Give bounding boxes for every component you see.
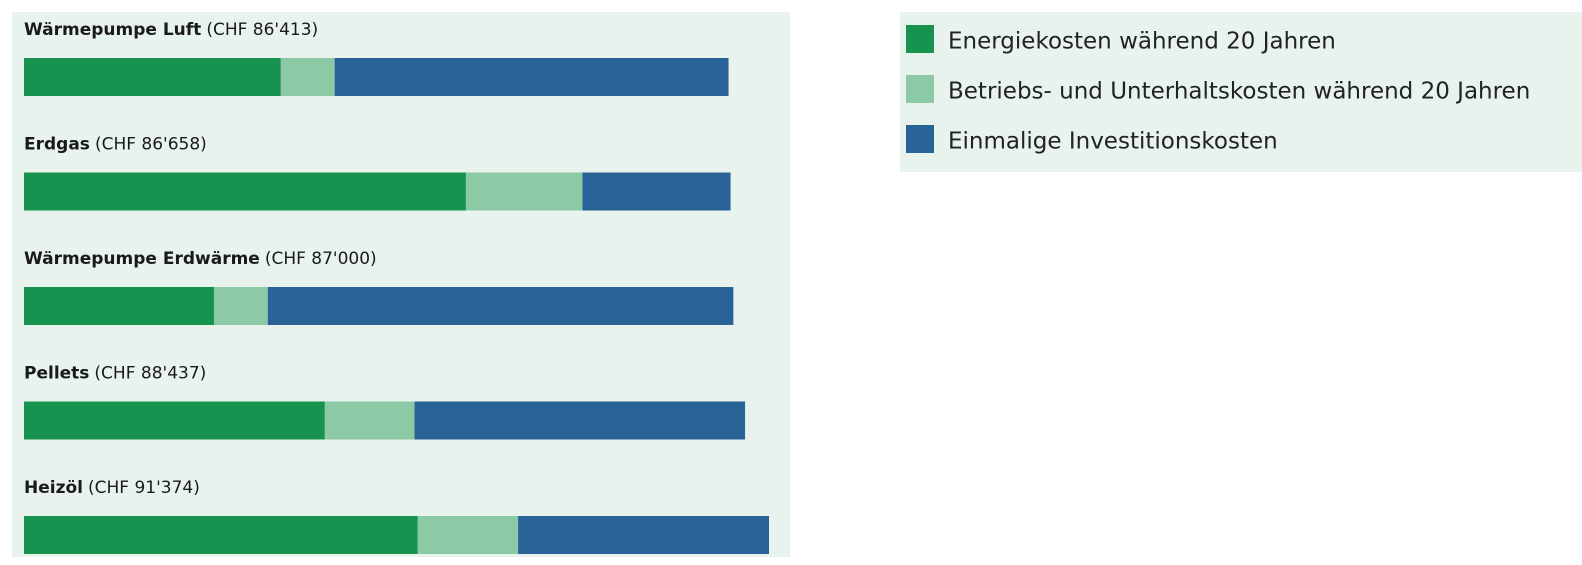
bar-segment	[518, 516, 769, 554]
legend-label: Energiekosten während 20 Jahren	[948, 29, 1336, 55]
bar-segment	[280, 58, 335, 96]
bar-segment	[324, 401, 415, 440]
category-name: Pellets	[24, 364, 89, 384]
bar-segment	[414, 401, 746, 440]
legend-panel	[900, 12, 1582, 172]
category-label: Heizöl (CHF 91'374)	[24, 478, 200, 498]
category-label: Wärmepumpe Erdwärme (CHF 87'000)	[24, 249, 377, 269]
bar-segment	[24, 287, 214, 325]
bar-segment	[24, 58, 281, 96]
category-name: Erdgas	[24, 135, 90, 155]
legend-swatch	[906, 75, 934, 103]
bar-segment	[465, 172, 583, 211]
legend-swatch	[906, 125, 934, 153]
category-name: Heizöl	[24, 478, 83, 498]
bar-segment	[267, 287, 734, 325]
bar-segment	[334, 58, 729, 96]
category-label: Wärmepumpe Luft (CHF 86'413)	[24, 20, 318, 40]
bar-segment	[24, 516, 418, 554]
category-name: Wärmepumpe Luft	[24, 20, 201, 40]
bar-segment	[24, 172, 466, 211]
bar-segment	[417, 516, 519, 554]
category-total: (CHF 87'000)	[265, 249, 377, 269]
category-name: Wärmepumpe Erdwärme	[24, 249, 260, 269]
chart-panel	[12, 12, 790, 557]
category-total: (CHF 86'658)	[95, 135, 207, 155]
legend-label: Einmalige Investitionskosten	[948, 129, 1278, 155]
category-total: (CHF 91'374)	[88, 478, 200, 498]
legend-swatch	[906, 25, 934, 53]
category-label: Pellets (CHF 88'437)	[24, 364, 206, 384]
bar-segment	[24, 401, 325, 440]
category-total: (CHF 88'437)	[94, 364, 206, 384]
legend-label: Betriebs- und Unterhaltskosten während 2…	[948, 79, 1530, 105]
category-label: Erdgas (CHF 86'658)	[24, 135, 207, 155]
bar-segment	[213, 287, 268, 325]
bar-segment	[582, 172, 731, 211]
category-total: (CHF 86'413)	[206, 20, 318, 40]
